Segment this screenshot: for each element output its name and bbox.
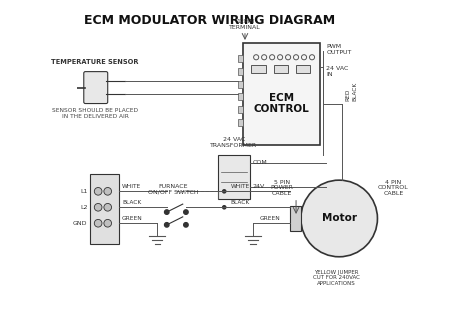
FancyBboxPatch shape <box>251 65 266 73</box>
Circle shape <box>104 219 111 227</box>
Circle shape <box>223 190 226 193</box>
Circle shape <box>301 180 377 257</box>
FancyBboxPatch shape <box>237 68 243 75</box>
Text: 24 VAC
IN: 24 VAC IN <box>327 66 349 77</box>
Text: ECM
CONTROL: ECM CONTROL <box>254 93 310 114</box>
Text: WHITE: WHITE <box>122 184 141 189</box>
FancyBboxPatch shape <box>290 206 301 231</box>
FancyBboxPatch shape <box>237 80 243 88</box>
Text: L1: L1 <box>80 189 88 194</box>
Text: 12PIN
TERMINAL: 12PIN TERMINAL <box>229 19 261 30</box>
Text: GREEN: GREEN <box>259 216 280 221</box>
FancyBboxPatch shape <box>273 65 288 73</box>
FancyBboxPatch shape <box>237 93 243 100</box>
Circle shape <box>104 187 111 195</box>
FancyBboxPatch shape <box>243 43 320 145</box>
Text: BLACK: BLACK <box>122 200 141 205</box>
Text: SENSOR SHOULD BE PLACED
IN THE DELIVERED AIR: SENSOR SHOULD BE PLACED IN THE DELIVERED… <box>52 108 138 119</box>
FancyBboxPatch shape <box>90 174 119 244</box>
Text: YELLOW JUMPER
CUT FOR 240VAC
APPLICATIONS: YELLOW JUMPER CUT FOR 240VAC APPLICATION… <box>312 270 359 286</box>
Text: L2: L2 <box>80 205 88 210</box>
Text: WHITE: WHITE <box>231 184 250 189</box>
FancyBboxPatch shape <box>237 106 243 113</box>
FancyBboxPatch shape <box>218 155 250 199</box>
Text: FURNACE
ON/OFF SWITCH: FURNACE ON/OFF SWITCH <box>148 184 199 194</box>
Text: GND: GND <box>73 221 88 226</box>
FancyBboxPatch shape <box>84 71 108 104</box>
Text: 5 PIN
POWER
CABLE: 5 PIN POWER CABLE <box>270 179 293 196</box>
Circle shape <box>164 210 169 214</box>
Circle shape <box>104 204 111 211</box>
Text: ECM MODULATOR WIRING DIAGRAM: ECM MODULATOR WIRING DIAGRAM <box>84 14 335 27</box>
Circle shape <box>184 210 188 214</box>
Text: BLACK: BLACK <box>352 82 357 101</box>
Text: PWM
OUTPUT: PWM OUTPUT <box>327 44 352 55</box>
Text: BLACK: BLACK <box>231 200 250 205</box>
Text: Motor: Motor <box>322 213 356 223</box>
Text: 24V: 24V <box>253 184 265 189</box>
Text: 4 PIN
CONTROL
CABLE: 4 PIN CONTROL CABLE <box>378 179 409 196</box>
Circle shape <box>164 223 169 227</box>
Circle shape <box>94 219 102 227</box>
Circle shape <box>94 187 102 195</box>
FancyBboxPatch shape <box>237 55 243 62</box>
FancyBboxPatch shape <box>296 65 310 73</box>
Text: COM: COM <box>253 160 268 165</box>
Circle shape <box>184 223 188 227</box>
Circle shape <box>94 204 102 211</box>
Text: GREEN: GREEN <box>122 216 143 221</box>
Text: 24 VAC
TRANSFORMER: 24 VAC TRANSFORMER <box>210 137 257 148</box>
Text: TEMPERATURE SENSOR: TEMPERATURE SENSOR <box>51 59 139 65</box>
Circle shape <box>223 206 226 209</box>
Text: RED: RED <box>346 89 351 101</box>
FancyBboxPatch shape <box>237 119 243 126</box>
